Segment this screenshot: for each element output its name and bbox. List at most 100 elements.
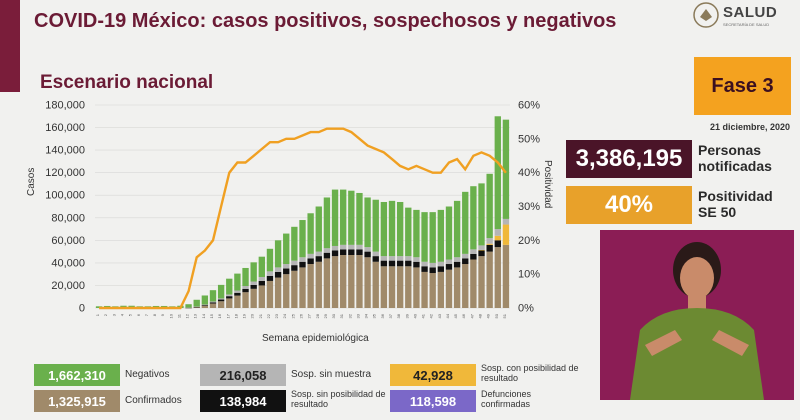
- x-tick-label: 3: [111, 313, 116, 316]
- bar-segment: [217, 299, 225, 302]
- y2-tick-label: 20%: [518, 235, 540, 247]
- bar-segment: [413, 257, 420, 262]
- x-tick-label: 4: [119, 313, 124, 316]
- y2-tick-label: 40%: [518, 167, 540, 179]
- legend-sosp-sin-posibilidad-value: 138,984: [200, 390, 286, 412]
- bar-segment: [348, 190, 355, 245]
- bar-segment: [478, 250, 485, 257]
- x-tick-label: 1: [95, 313, 100, 316]
- bar-segment: [494, 240, 501, 248]
- bar-segment: [453, 261, 461, 268]
- x-tick-label: 5: [128, 313, 133, 316]
- x-tick-label: 40: [412, 313, 417, 318]
- bar-segment: [226, 294, 233, 297]
- bar-segment: [242, 288, 249, 293]
- bar-segment: [299, 267, 306, 308]
- bar-segment: [291, 265, 298, 271]
- bar-segment: [364, 257, 371, 308]
- x-tick-label: 26: [299, 313, 304, 318]
- bar-segment: [217, 301, 225, 308]
- bar-segment: [323, 252, 331, 259]
- bar-segment: [486, 244, 493, 252]
- x-tick-label: 7: [144, 313, 149, 316]
- bar-segment: [372, 199, 379, 252]
- bar-segment: [380, 256, 388, 261]
- brand-stripe: [0, 0, 20, 92]
- bar-segment: [234, 290, 241, 293]
- legend-defunciones-label: Defunciones confirmadas: [481, 389, 532, 409]
- bar-segment: [307, 213, 314, 254]
- x-tick-label: 12: [185, 313, 190, 318]
- bar-segment: [201, 295, 209, 305]
- salud-logo: SALUD SECRETARÍA DE SALUD: [693, 2, 798, 32]
- bar-segment: [372, 256, 379, 262]
- y2-tick-label: 10%: [518, 269, 540, 281]
- bar-segment: [348, 244, 355, 250]
- x-tick-label: 2: [103, 313, 108, 316]
- bar-segment: [364, 251, 371, 258]
- bar-segment: [266, 275, 274, 281]
- y-tick-label: 0: [79, 303, 85, 315]
- x-tick-label: 46: [461, 313, 466, 318]
- bar-segment: [413, 261, 420, 268]
- bar-segment: [95, 306, 103, 308]
- x-tick-label: 28: [315, 313, 320, 318]
- logo-subtext: SECRETARÍA DE SALUD: [723, 22, 770, 27]
- stacked-bars: [95, 116, 510, 309]
- personas-notificadas-label: Personas notificadas: [698, 142, 772, 174]
- x-tick-label: 27: [307, 313, 312, 318]
- bar-segment: [250, 262, 257, 282]
- x-tick-label: 31: [339, 313, 344, 318]
- bar-segment: [429, 212, 436, 263]
- legend-sosp-sin-muestra-label: Sosp. sin muestra: [291, 369, 372, 380]
- bar-segment: [291, 270, 298, 308]
- bar-segment: [323, 258, 331, 308]
- y2-tick-label: 0%: [518, 303, 534, 315]
- x-tick-label: 34: [364, 313, 369, 318]
- bar-segment: [388, 256, 396, 261]
- bar-segment: [226, 298, 233, 308]
- x-tick-label: 20: [250, 313, 255, 318]
- bar-segment: [502, 119, 510, 219]
- bar-segment: [356, 254, 363, 308]
- x-tick-label: 24: [282, 313, 287, 318]
- bar-segment: [429, 273, 436, 308]
- bar-segment: [486, 173, 493, 239]
- bar-segment: [462, 264, 469, 308]
- y-tick-label: 140,000: [45, 145, 85, 157]
- x-tick-label: 51: [502, 313, 507, 318]
- bar-segment: [413, 267, 420, 308]
- bar-segment: [462, 258, 469, 265]
- y2-axis-ticks: 0% 10% 20% 30% 40% 50% 60%: [518, 100, 540, 315]
- bar-segment: [226, 296, 233, 299]
- bar-segment: [372, 251, 379, 257]
- bar-segment: [340, 249, 347, 255]
- bar-segment: [274, 267, 282, 272]
- bar-segment: [388, 260, 396, 267]
- x-tick-label: 21: [258, 313, 263, 318]
- bar-segment: [380, 260, 388, 267]
- bar-segment: [405, 260, 412, 267]
- bar-segment: [478, 249, 485, 251]
- bar-segment: [242, 267, 249, 287]
- x-tick-label: 8: [152, 313, 157, 316]
- y-tick-label: 180,000: [45, 100, 85, 112]
- y-tick-label: 60,000: [51, 235, 85, 247]
- bar-segment: [372, 261, 379, 308]
- bar-segment: [340, 254, 347, 308]
- bar-segment: [494, 229, 501, 236]
- y2-tick-label: 60%: [518, 100, 540, 112]
- bar-segment: [226, 278, 233, 295]
- bar-segment: [193, 299, 200, 307]
- phase-badge: Fase 3: [694, 57, 791, 115]
- bar-segment: [315, 251, 322, 257]
- x-tick-label: 44: [445, 313, 450, 318]
- y2-tick-label: 30%: [518, 201, 540, 213]
- bar-segment: [258, 285, 265, 308]
- bar-segment: [388, 266, 396, 308]
- positividad-label-line1: Positividad: [698, 188, 773, 204]
- bar-segment: [283, 268, 290, 275]
- bar-segment: [201, 304, 209, 306]
- x-tick-label: 22: [266, 313, 271, 318]
- bar-segment: [234, 273, 241, 291]
